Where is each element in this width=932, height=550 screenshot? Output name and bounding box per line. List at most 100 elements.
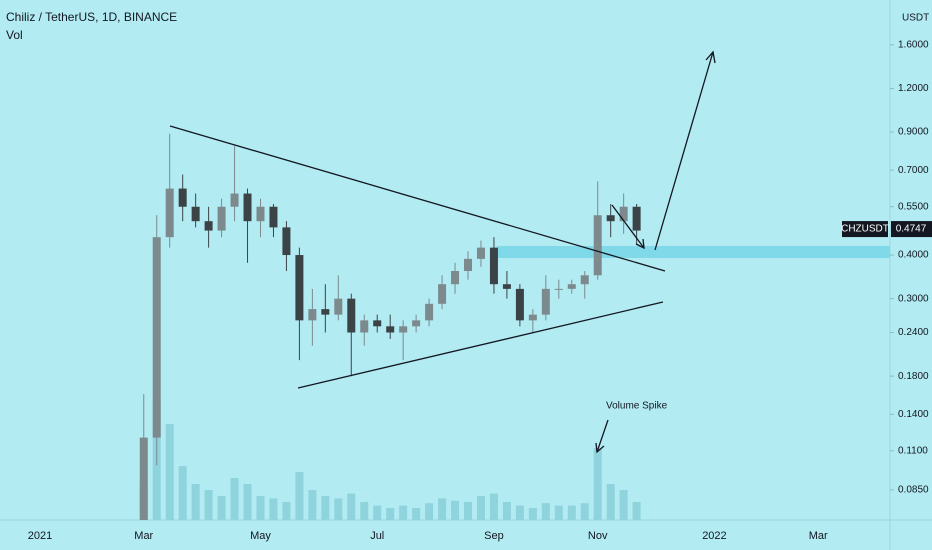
arrow [611,204,645,249]
y-tick-label: 0.1400 [898,409,929,420]
candle-body [269,206,278,228]
y-tick-label: 0.3000 [898,293,929,304]
candle-body [425,303,434,321]
volume-bar [489,493,498,520]
volume-bar [386,508,395,520]
candle-body [541,288,550,315]
candle-body [528,314,537,321]
volume-bar [269,498,278,520]
y-tick-label: 1.2000 [898,83,929,94]
y-tick-label: 0.5500 [898,201,929,212]
x-tick-label: Mar [809,530,828,542]
candle-body [295,255,304,321]
volume-bar [256,496,265,520]
volume-bar [412,508,421,520]
candle-body [619,206,628,222]
support-zone [497,246,890,258]
arrow-head [635,238,645,250]
candle-body [464,258,473,272]
volume-bar [230,478,239,520]
candle-body [373,320,382,327]
volume-bar [178,466,187,520]
candle-body [217,206,226,231]
y-tick-label: 0.1800 [898,371,929,382]
volume-bar [217,496,226,520]
volume-bar [399,505,408,520]
volume-bar [438,498,447,520]
candle-body [191,206,200,222]
volume-bar [451,500,460,520]
candle-body [451,271,460,285]
volume-bar [554,505,563,520]
x-tick-label: May [250,530,271,542]
volume-label: Vol [6,28,23,42]
x-tick-label: Mar [134,530,153,542]
candle-body [282,227,291,256]
arrow-head [595,442,605,454]
y-tick-label: 0.4000 [898,250,929,261]
volume-bar [606,484,615,520]
candle-body [476,247,485,259]
volume-bar [373,505,382,520]
arrow [596,419,609,453]
candle-body [632,206,641,231]
candle-body [152,237,161,438]
y-tick-label: 0.7000 [898,165,929,176]
candle-body [567,284,576,289]
candle-body [412,320,421,327]
candle-body [489,247,498,285]
volume-bar [619,490,628,520]
candle-body [515,288,524,321]
volume-bar [541,503,550,520]
candle-body [438,284,447,304]
candle-body [178,188,187,207]
volume-bar [295,472,304,520]
volume-bar [165,424,174,520]
y-tick-label: 1.6000 [898,39,929,50]
candle-body [256,206,265,222]
x-tick-label: Jul [370,530,384,542]
chart-title: Chiliz / TetherUS, 1D, BINANCE [6,10,177,24]
candle-body [554,288,563,290]
volume-bar [464,502,473,520]
volume-bar [528,508,537,520]
candle-body [606,215,615,222]
price-tag [891,221,932,238]
volume-bar [567,505,576,520]
volume-bar [308,490,317,520]
annotation: Volume Spike [606,401,668,412]
volume-bar [593,448,602,520]
x-tick-label: Sep [484,530,504,542]
candle-body [399,326,408,333]
candle-body [334,298,343,315]
volume-bar [515,505,524,520]
volume-bar [334,498,343,520]
y-tick-label: 0.2400 [898,327,929,338]
drawings [169,50,716,454]
volume-bar [360,502,369,520]
candle-body [243,193,252,222]
arrow-head [705,50,716,64]
candle-body [321,309,330,315]
price-label: 0.4747 [896,224,927,235]
candle-body [386,326,395,333]
currency-label: USDT [902,13,929,24]
candle-body [360,320,369,333]
candle-body [580,275,589,285]
volume-bar [476,496,485,520]
candle-body [139,437,148,520]
candle-body [204,221,213,231]
volume-bar [580,503,589,520]
volume-bar [191,484,200,520]
volume-bar [282,502,291,520]
volume-bar [632,502,641,520]
symbol-label: CHZUSDT [841,224,889,235]
volume-bar [243,484,252,520]
candle-body [230,193,239,207]
y-tick-label: 0.1100 [898,445,928,456]
candle-body [165,188,174,238]
volume-bar [502,502,511,520]
x-tick-label: 2022 [702,530,726,542]
candle-body [308,309,317,321]
